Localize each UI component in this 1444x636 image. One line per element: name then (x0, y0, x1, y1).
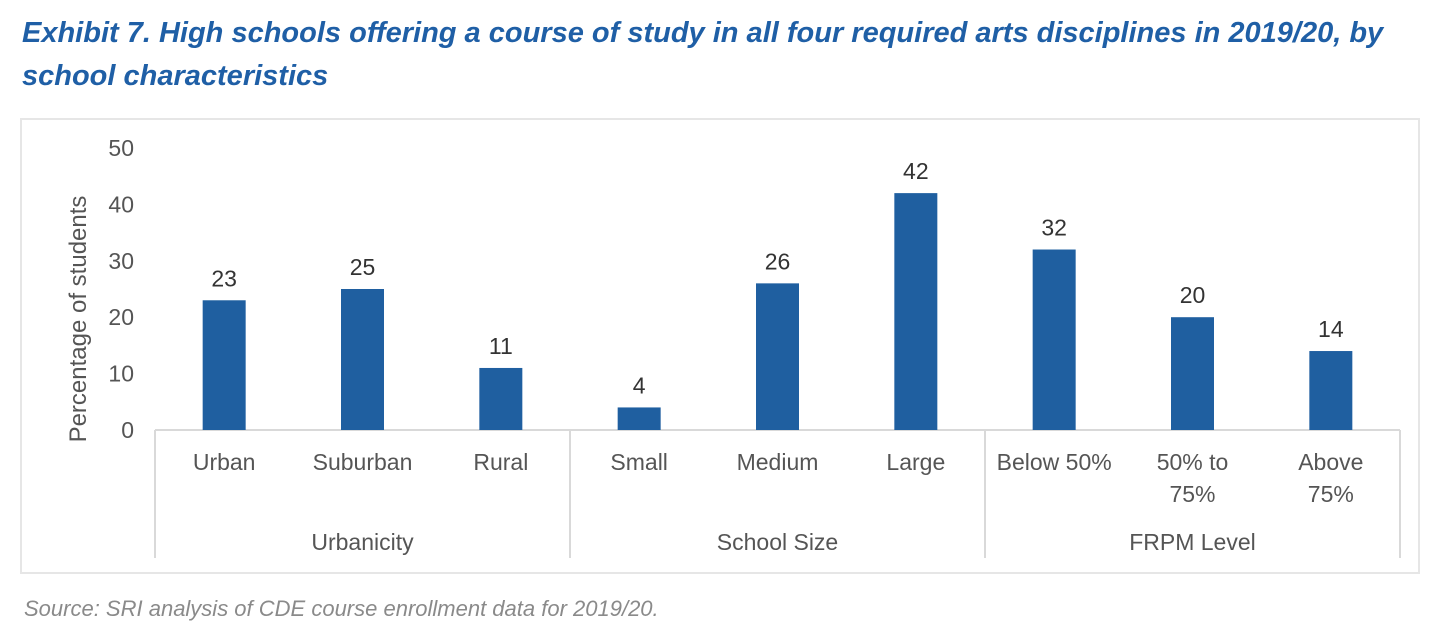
group-label: School Size (717, 529, 838, 555)
x-tick-label: Rural (473, 449, 528, 475)
x-tick-label: Large (886, 449, 945, 475)
bar (756, 283, 799, 430)
bar (894, 193, 938, 430)
x-tick-label: Urban (193, 449, 256, 475)
bar (341, 289, 384, 430)
bar (617, 407, 661, 430)
data-label: 25 (350, 254, 376, 280)
x-tick-label: Above (1298, 449, 1363, 475)
x-tick-label: 75% (1308, 481, 1354, 507)
x-tick-label: Small (610, 449, 668, 475)
bar (1309, 351, 1353, 430)
y-axis-label: Percentage of students (65, 196, 92, 443)
data-label: 20 (1180, 282, 1206, 308)
x-tick-label: 50% to (1157, 449, 1229, 475)
bar (202, 300, 246, 430)
data-label: 42 (903, 158, 929, 184)
x-tick-label: 75% (1169, 481, 1215, 507)
data-label: 26 (765, 248, 791, 274)
x-tick-label: Medium (737, 449, 819, 475)
source-note: Source: SRI analysis of CDE course enrol… (24, 596, 659, 621)
bar (1171, 317, 1214, 430)
data-label: 4 (633, 372, 646, 398)
data-label: 14 (1318, 316, 1344, 342)
x-tick-label: Suburban (313, 449, 413, 475)
chart-title: Exhibit 7. High schools offering a cours… (22, 17, 1384, 92)
data-label: 23 (211, 265, 237, 291)
bar (1032, 249, 1076, 430)
y-tick-label: 10 (108, 361, 134, 387)
group-label: Urbanicity (311, 529, 414, 555)
bar (479, 367, 523, 430)
data-label: 32 (1041, 215, 1067, 241)
y-tick-label: 0 (121, 417, 134, 443)
y-tick-label: 40 (108, 191, 134, 217)
y-tick-label: 50 (108, 135, 134, 161)
y-tick-label: 30 (108, 248, 134, 274)
x-tick-label: Below 50% (997, 449, 1112, 475)
y-tick-label: 20 (108, 304, 134, 330)
data-label: 11 (489, 333, 513, 359)
chart-frame (20, 118, 1420, 574)
group-label: FRPM Level (1129, 529, 1256, 555)
